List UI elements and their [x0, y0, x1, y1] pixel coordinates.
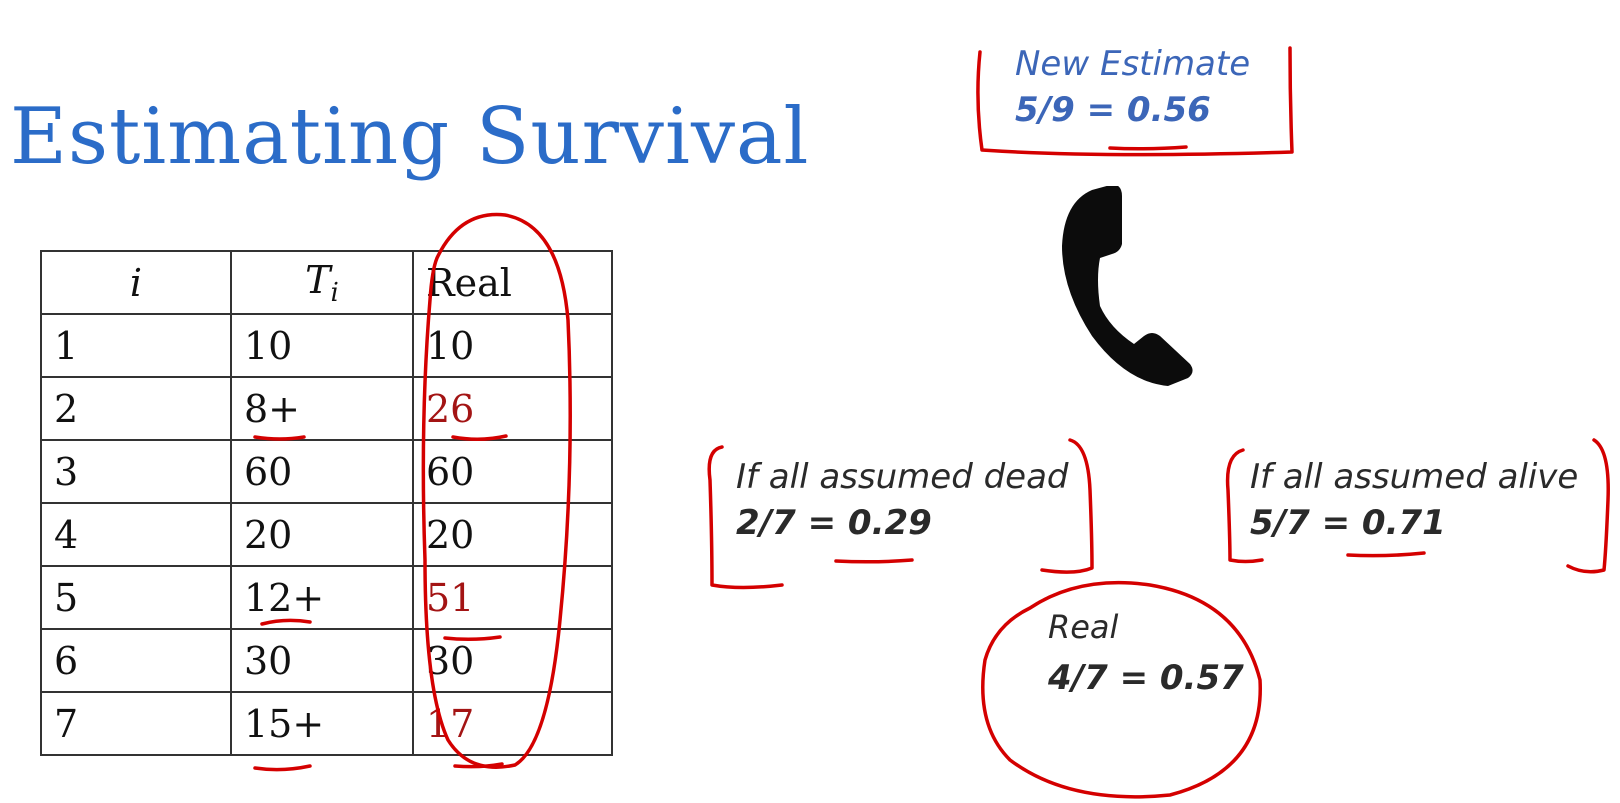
page-title: Estimating Survival: [10, 92, 810, 182]
table-row: 2 8+ 26: [40, 376, 613, 441]
cell-i: 2: [40, 376, 232, 441]
assumed-dead-formula: 2/7 =: [736, 503, 848, 543]
cell-t: 8+: [230, 376, 414, 441]
assumed-alive-right-bracket: [1566, 438, 1610, 574]
cell-i: 1: [40, 313, 232, 378]
cell-real: 26: [412, 376, 613, 441]
cell-t: 20: [230, 502, 414, 567]
cell-i: 3: [40, 439, 232, 504]
table-row: 1 10 10: [40, 313, 613, 378]
underline-51: [443, 635, 502, 642]
new-estimate-formula: 5/9 =: [1015, 90, 1127, 130]
cell-i: 4: [40, 502, 232, 567]
real-estimate-label: Real: [1048, 608, 1119, 646]
assumed-dead-underline: [834, 558, 914, 564]
new-estimate-underline: [1108, 145, 1188, 151]
assumed-alive-label: If all assumed alive: [1250, 457, 1579, 497]
assumed-alive-formula: 5/7 =: [1250, 503, 1362, 543]
cell-t: 10: [230, 313, 414, 378]
header-t-base: T: [305, 257, 331, 302]
cell-real: 17: [412, 691, 613, 756]
header-real: Real: [412, 250, 613, 315]
cell-real: 10: [412, 313, 613, 378]
cell-real: 51: [412, 565, 613, 630]
underline-26: [451, 434, 508, 441]
assumed-alive-value: 0.71: [1361, 503, 1446, 543]
table-row: 3 60 60: [40, 439, 613, 504]
cell-t: 15+: [230, 691, 414, 756]
assumed-dead-callout: If all assumed dead 2/7 = 0.29: [736, 457, 1069, 543]
phone-icon: [1062, 186, 1193, 386]
table-row: 6 30 30: [40, 628, 613, 693]
real-estimate-circle: [981, 580, 1262, 799]
cell-real: 60: [412, 439, 613, 504]
cell-real: 30: [412, 628, 613, 693]
underline-8plus: [253, 435, 306, 441]
underline-17: [453, 762, 504, 769]
real-column-loop: [421, 212, 572, 769]
header-t-sub: i: [330, 277, 339, 308]
cell-real: 20: [412, 502, 613, 567]
new-estimate-callout: New Estimate 5/9 = 0.56: [1015, 44, 1250, 130]
underline-15plus: [253, 764, 312, 772]
cell-t: 60: [230, 439, 414, 504]
table-row: 5 12+ 51: [40, 565, 613, 630]
table-row: 4 20 20: [40, 502, 613, 567]
assumed-alive-line: 5/7 = 0.71: [1250, 503, 1578, 543]
assumed-alive-callout: If all assumed alive 5/7 = 0.71: [1250, 457, 1578, 543]
assumed-dead-left-bracket: [707, 445, 784, 590]
survival-table: i Ti Real 1 10 10 2 8+ 26 3 60 60 4 20 2…: [40, 250, 613, 756]
underline-12plus: [260, 618, 312, 626]
cell-t: 12+: [230, 565, 414, 630]
assumed-alive-underline: [1346, 551, 1426, 558]
cell-i: 6: [40, 628, 232, 693]
assumed-alive-left-bracket: [1225, 448, 1264, 564]
cell-i: 7: [40, 691, 232, 756]
real-estimate-callout: Real 4/7 = 0.57: [1048, 608, 1244, 698]
cell-t: 30: [230, 628, 414, 693]
new-estimate-line: 5/9 = 0.56: [1015, 90, 1250, 130]
new-estimate-label: New Estimate: [1015, 44, 1251, 84]
new-estimate-bracket: [976, 46, 1294, 157]
real-estimate-formula: 4/7 = 0.57: [1048, 658, 1244, 698]
cell-i: 5: [40, 565, 232, 630]
assumed-dead-value: 0.29: [847, 503, 932, 543]
header-t: Ti: [230, 250, 414, 315]
table-header-row: i Ti Real: [40, 250, 613, 315]
assumed-dead-right-bracket: [1040, 438, 1094, 574]
assumed-dead-line: 2/7 = 0.29: [736, 503, 1069, 543]
new-estimate-value: 0.56: [1126, 90, 1211, 130]
header-i: i: [40, 250, 232, 315]
assumed-dead-label: If all assumed dead: [736, 457, 1069, 497]
table-row: 7 15+ 17: [40, 691, 613, 756]
